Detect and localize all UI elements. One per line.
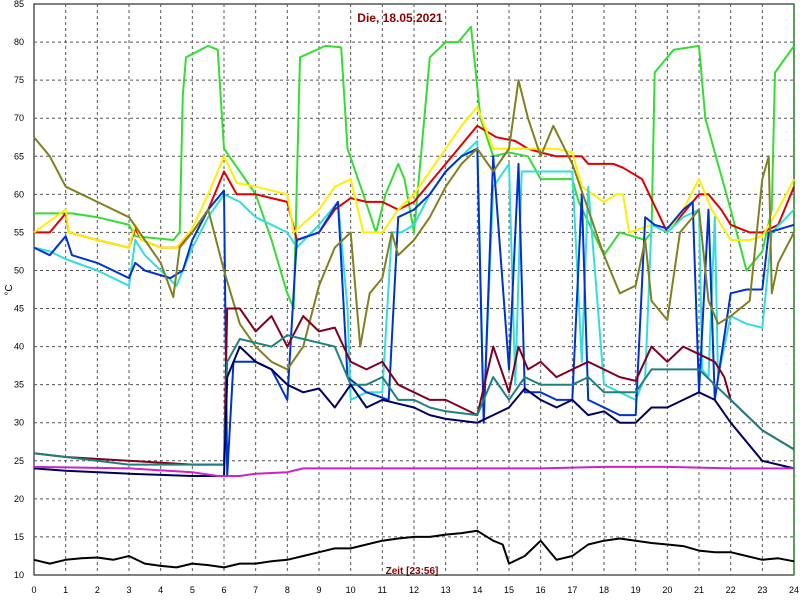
x-tick-label: 18 bbox=[599, 585, 609, 595]
y-tick-label: 30 bbox=[14, 418, 24, 428]
x-tick-label: 20 bbox=[662, 585, 672, 595]
x-tick-label: 4 bbox=[158, 585, 163, 595]
series-line-8 bbox=[33, 334, 795, 466]
x-tick-label: 2 bbox=[95, 585, 100, 595]
x-tick-label: 10 bbox=[346, 585, 356, 595]
x-tick-label: 0 bbox=[31, 585, 36, 595]
series-line-11 bbox=[33, 529, 795, 569]
series-line-3 bbox=[33, 105, 795, 249]
x-tick-label: 9 bbox=[316, 585, 321, 595]
series-line-1 bbox=[34, 25, 795, 310]
x-tick-label: 6 bbox=[221, 585, 226, 595]
y-tick-label: 75 bbox=[14, 75, 24, 85]
y-tick-label: 15 bbox=[14, 532, 24, 542]
y-tick-label: 35 bbox=[14, 380, 24, 390]
y-tick-label: 10 bbox=[14, 570, 24, 580]
x-tick-label: 13 bbox=[441, 585, 451, 595]
y-tick-label: 50 bbox=[14, 265, 24, 275]
y-tick-label: 85 bbox=[14, 0, 24, 9]
chart-title: Die, 18.05.2021 bbox=[357, 11, 443, 25]
y-tick-label: 60 bbox=[14, 189, 24, 199]
x-tick-label: 14 bbox=[472, 585, 482, 595]
y-tick-label: 20 bbox=[14, 494, 24, 504]
x-tick-label: 11 bbox=[378, 585, 387, 595]
x-tick-label: 12 bbox=[409, 585, 419, 595]
y-tick-label: 65 bbox=[14, 151, 24, 161]
x-tick-label: 8 bbox=[285, 585, 290, 595]
series-lines bbox=[33, 25, 795, 569]
y-tick-label: 70 bbox=[14, 113, 24, 123]
x-tick-label: 24 bbox=[789, 585, 799, 595]
x-tick-label: 15 bbox=[504, 585, 514, 595]
x-tick-label: 3 bbox=[126, 585, 131, 595]
x-tick-label: 7 bbox=[253, 585, 258, 595]
series-line-4 bbox=[33, 140, 795, 417]
x-tick-label: 23 bbox=[757, 585, 767, 595]
x-tick-label: 21 bbox=[694, 585, 704, 595]
x-tick-label: 16 bbox=[536, 585, 546, 595]
x-tick-label: 19 bbox=[631, 585, 641, 595]
tick-labels: 0 1 2 3 4 5 6 7 8 9 10 11 12 13 14 15 16 17 18 19 20 21 22 23 24… bbox=[14, 0, 799, 595]
y-tick-label: 45 bbox=[14, 304, 24, 314]
series-line-5 bbox=[33, 147, 795, 477]
x-axis-label: Zeit [23:56] bbox=[386, 566, 439, 577]
y-tick-label: 25 bbox=[14, 456, 24, 466]
x-tick-label: 22 bbox=[726, 585, 736, 595]
series-line-7 bbox=[33, 307, 795, 466]
series-line-9 bbox=[33, 345, 795, 477]
y-tick-label: 80 bbox=[14, 37, 24, 47]
x-tick-label: 17 bbox=[567, 585, 577, 595]
y-tick-label: 40 bbox=[14, 342, 24, 352]
grid bbox=[33, 3, 795, 576]
y-axis-label: °C bbox=[4, 284, 15, 295]
series-line-6 bbox=[33, 79, 795, 371]
x-tick-label: 5 bbox=[190, 585, 195, 595]
x-tick-label: 1 bbox=[63, 585, 68, 595]
y-tick-label: 55 bbox=[14, 227, 24, 237]
series-line-10 bbox=[33, 465, 794, 477]
